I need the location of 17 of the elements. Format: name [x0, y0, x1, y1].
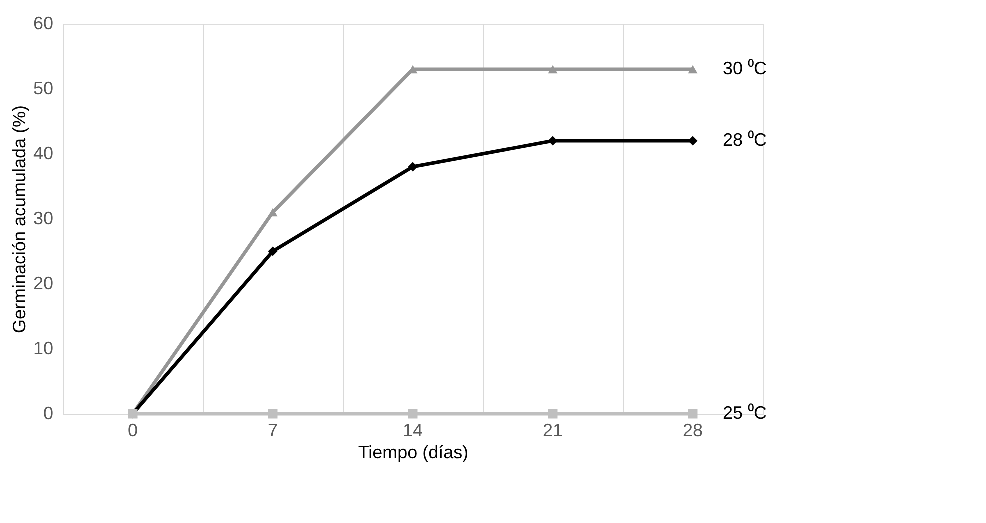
x-tick-label: 28: [682, 420, 704, 440]
y-tick-label: 60: [33, 14, 54, 34]
x-tick-label: 21: [542, 420, 564, 440]
series-label: 28 ⁰C: [723, 130, 768, 150]
series-label: 25 ⁰C: [723, 403, 768, 423]
x-tick-label: 7: [268, 420, 278, 440]
y-tick-label: 50: [33, 78, 54, 98]
y-tick-label: 0: [43, 404, 54, 424]
y-tick-label: 30: [33, 208, 54, 228]
y-tick-label: 40: [33, 144, 54, 164]
series-label: 30 ⁰C: [723, 58, 768, 78]
x-tick-label: 14: [402, 420, 424, 440]
x-tick-label: 0: [128, 420, 138, 440]
y-axis-title: Germinación acumulada (%): [9, 105, 30, 334]
x-axis-title: Tiempo (días): [358, 442, 469, 462]
y-tick-label: 20: [33, 274, 54, 294]
y-tick-label: 10: [33, 338, 54, 358]
